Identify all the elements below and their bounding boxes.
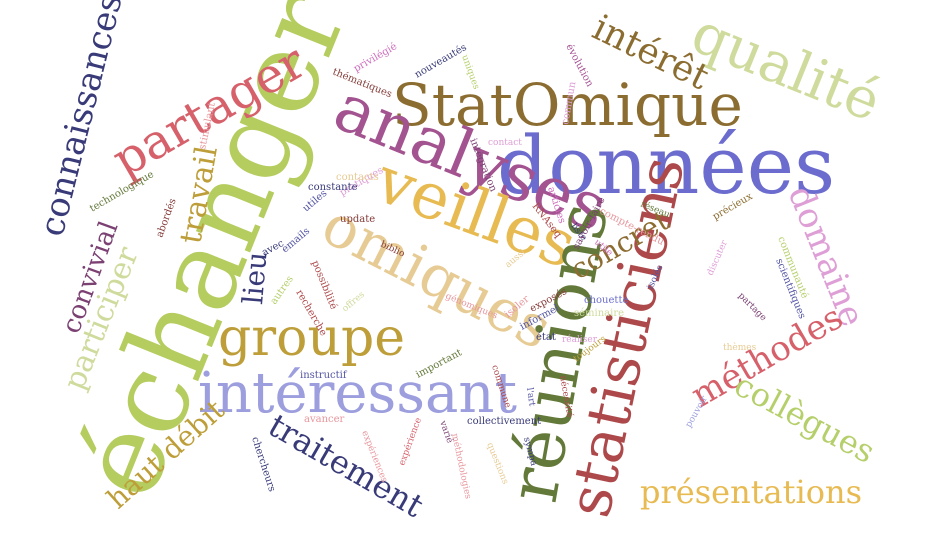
word-seminaire: séminaire — [574, 308, 624, 319]
word-themes: thèmes — [723, 342, 757, 353]
word-realiser: réaliser — [562, 334, 598, 345]
word-possibilite: possibilité — [309, 259, 339, 311]
word-methodologies: méthodologies — [449, 432, 474, 500]
word-lart: l'art — [524, 387, 537, 407]
word-contact: contact — [488, 138, 522, 148]
word-update: update — [340, 214, 375, 225]
word-donnees: données — [497, 119, 835, 212]
word-avancer: avancer — [304, 414, 345, 425]
word-collegues: collègues — [728, 366, 881, 471]
word-interessant: intéressant — [198, 361, 517, 426]
word-lieu: lieu — [236, 250, 273, 305]
word-collectivement: collectivement — [467, 416, 541, 427]
word-statomique: StatOmique — [392, 71, 743, 139]
word-partage: partage — [736, 291, 768, 323]
word-technologique: technologique — [88, 169, 156, 215]
word-groupe: groupe — [218, 308, 405, 368]
word-connaissances: connaissances — [32, 0, 131, 240]
word-constante: constante — [308, 182, 358, 193]
word-presentations: présentations — [640, 473, 862, 511]
word-etat: état — [536, 332, 556, 343]
word-contacts: contacts — [336, 172, 379, 183]
word-discuter: discuter — [706, 238, 731, 277]
word-instructif: instructif — [300, 370, 348, 381]
word-chouette: chouette — [584, 295, 628, 306]
word-autres: autres — [268, 274, 296, 307]
